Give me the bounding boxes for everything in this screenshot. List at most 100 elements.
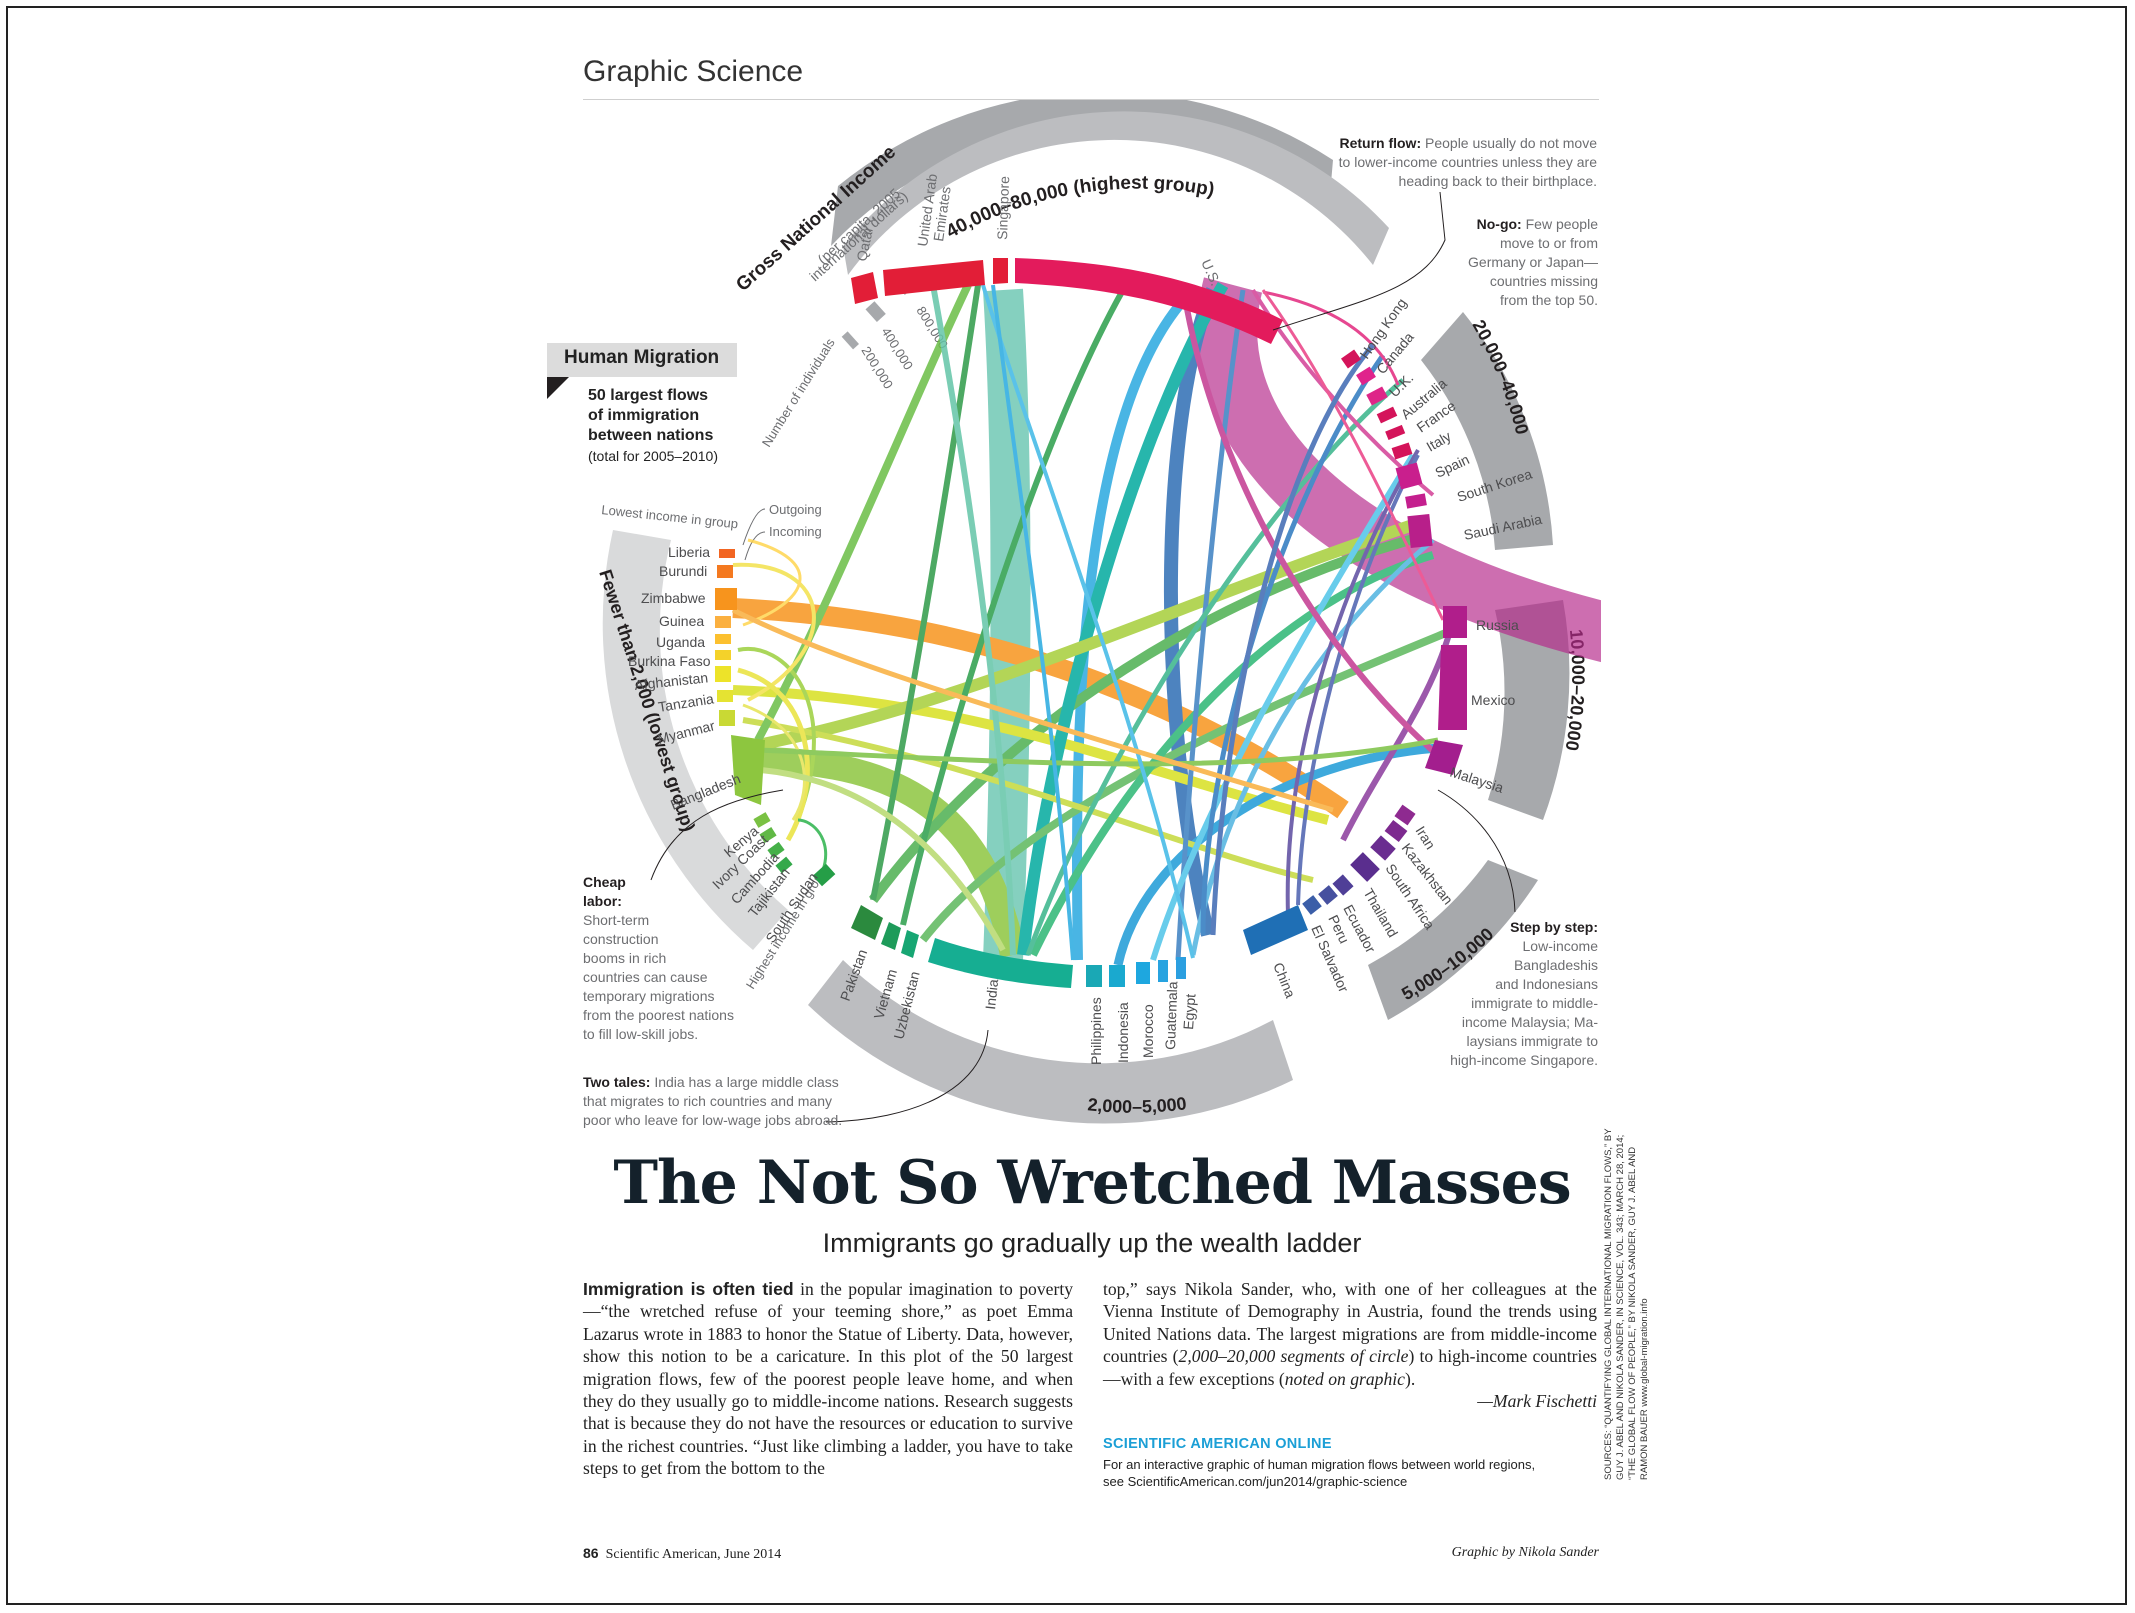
segments-g2 [1341,349,1433,549]
segment-southkorea [1405,493,1427,509]
segment-morocco [1136,962,1150,984]
country-afghanistan: Afghanistan [634,669,709,693]
segment-tajikistan [775,856,793,874]
segment-guatemala [1158,960,1168,982]
flow-bangladesh-malaysia [757,737,1439,767]
page-number: 86 [583,1545,599,1561]
scale-200k [841,331,859,350]
segment-australia [1376,406,1398,424]
scale-label: Number of individuals [759,335,838,449]
segment-uzbekistan [901,930,919,958]
group-band-g4 [1368,860,1538,1020]
legend-leader-outgoing [742,508,766,546]
flow-philippines-uae [991,284,1075,961]
flow-liberia-guinea [742,538,802,627]
country-tanzania: Tanzania [657,690,715,715]
signature: —Mark Fischetti [1477,1391,1597,1412]
flow-us-mexico-return [1261,289,1445,621]
flow-indonesia-malaysia [1113,743,1439,966]
sources-credit: SOURCES: “QUANTIFYING GLOBAL INTERNATION… [1603,1128,1650,1480]
segment-zimbabwe [715,588,737,610]
country-philippines: Philippines [1088,997,1104,1065]
human-migration-title: Human Migration [564,347,720,368]
country-china: China [1270,960,1299,1000]
segment-uk [1366,386,1388,406]
leader-step-by-step [1437,789,1516,913]
country-italy: Italy [1424,428,1454,455]
tag-flag [547,377,569,399]
human-migration-tag [547,343,737,377]
headline: The Not So Wretched Masses [613,1148,1571,1218]
note-return-flow: Return flow: People usually do not move … [1338,135,1597,189]
country-mexico: Mexico [1471,692,1516,708]
segment-thailand [1350,852,1380,882]
country-uganda: Uganda [656,634,705,650]
segment-southafrica [1370,835,1396,861]
body-column-2: top,” says Nikola Sander, who, with one … [1103,1278,1597,1412]
segment-france [1385,424,1406,441]
flow-uk-australia [1262,290,1400,386]
segments-g3 [1425,606,1467,775]
group-band-g2 [1421,312,1553,550]
online-label[interactable]: SCIENTIFIC AMERICAN ONLINE [1103,1436,1332,1452]
country-singapore: Singapore [994,176,1012,241]
footer-folio: 86 Scientific American, June 2014 [583,1545,781,1563]
segment-burkinafaso [715,650,731,660]
flow-tanzania-kenya [742,703,806,821]
migration-chord-diagram: 40,000–80,000 (highest group) 20,000–40,… [595,100,1601,1124]
subhead: Immigrants go gradually up the wealth la… [822,1228,1362,1258]
segment-hongkong [1341,349,1361,369]
leader-two-tales [825,1029,989,1123]
lead-in: Immigration is often tied [583,1279,794,1299]
leader-return-flow [1272,191,1446,331]
group-label-g5: 2,000–5,000 [1087,1093,1188,1116]
group-band-highest-inner [843,111,1389,275]
segment-russia [1443,606,1467,638]
country-burundi: Burundi [659,563,707,579]
graphic-credit: Graphic by Nikola Sander [1451,1545,1599,1560]
flow-china-hongkong [1210,343,1375,936]
human-migration-desc: 50 largest flows of immigration between … [588,387,718,464]
legend-outgoing: Outgoing [769,502,822,517]
segments-g4 [1243,804,1416,955]
note-step-by-step: Step by step: Low-income Bangladeshis an… [1450,919,1598,1068]
segment-liberia [719,549,735,558]
segment-myanmar [719,710,735,726]
legend-leader-incoming [744,531,766,561]
leader-cheap-labor [650,789,784,881]
country-guinea: Guinea [659,613,704,629]
country-liberia: Liberia [668,544,710,560]
note-two-tales: Two tales: India has a large middle clas… [583,1074,843,1128]
page-frame [6,6,2127,1605]
segments-g5 [851,905,1186,988]
body-col2-c: ). [1404,1368,1416,1389]
note-no-go: No-go: Few people move to or from German… [1468,216,1598,308]
online-link[interactable]: see ScientificAmerican.com/jun2014/graph… [1103,1474,1408,1489]
flow-malaysia-singapore [1180,284,1445,763]
publication: Scientific American, June 2014 [605,1547,782,1562]
segment-southsudan [812,863,836,887]
group-band-low [602,530,788,950]
country-qatar: Qatar [853,225,876,263]
flow-burundi-tanzania [732,562,816,702]
legend-incoming: Incoming [769,524,822,539]
segment-burundi [717,565,733,578]
flow-nepal-india [760,767,1006,952]
flow-india-saudi [1029,551,1435,957]
segment-elsalvador [1302,895,1322,915]
segment-vietnam [881,922,901,950]
segment-cambodia [767,841,785,859]
segments-highest [851,258,1283,344]
flow-zimbabwe-sa-2 [731,607,1334,813]
segment-tanzania [717,690,733,702]
flow-bangladesh-saudi [756,514,1430,751]
segment-kenya [753,812,771,828]
segment-uae [883,260,985,296]
flow-burkina-ivorycoast [737,667,810,842]
group-label-highest: 40,000–80,000 (highest group) [943,173,1216,243]
note-cheap-labor: Cheap labor: Short-term construction boo… [583,874,734,1042]
body-column-1: Immigration is often tied in the popular… [583,1278,1073,1480]
segment-guinea [715,616,731,628]
country-indonesia: Indonesia [1115,1002,1131,1063]
flow-india-us [1017,281,1229,956]
